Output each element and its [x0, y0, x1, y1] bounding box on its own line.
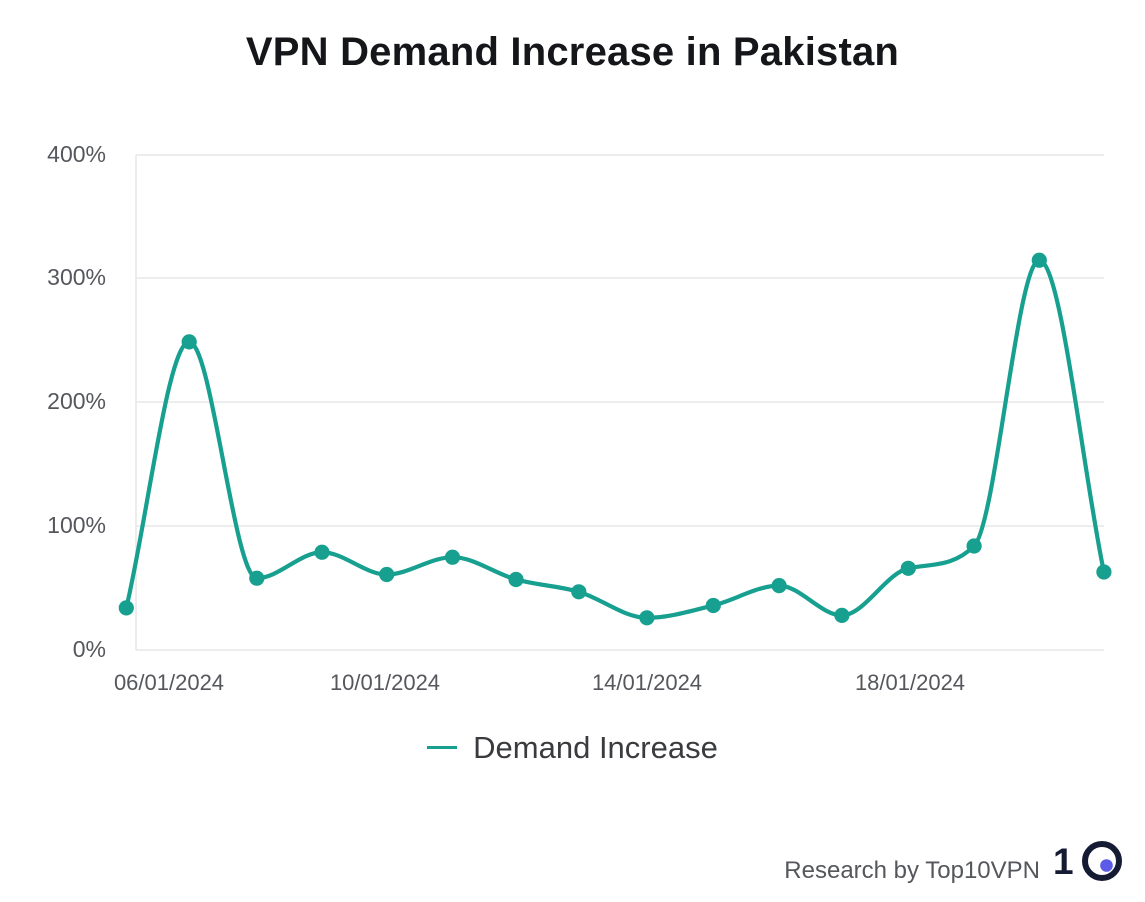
svg-text:1: 1 — [1055, 841, 1074, 882]
